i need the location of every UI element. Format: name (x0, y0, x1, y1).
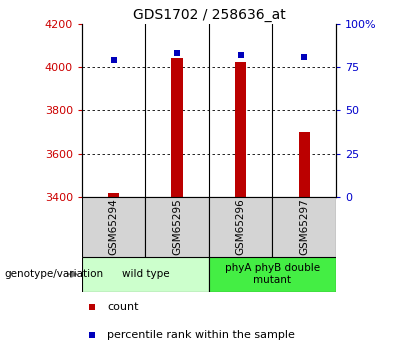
Point (237, 52, 244, 58)
Bar (145, 197, 209, 257)
Text: percentile rank within the sample: percentile rank within the sample (108, 329, 295, 339)
Text: count: count (108, 302, 139, 312)
Text: GSM65296: GSM65296 (236, 198, 246, 255)
Bar (82, 197, 145, 257)
Text: GSM65297: GSM65297 (299, 198, 309, 255)
Bar (299, 132, 310, 197)
Bar (235, 62, 247, 197)
Bar (108, 194, 119, 197)
Bar (209, 197, 273, 257)
Title: GDS1702 / 258636_at: GDS1702 / 258636_at (133, 8, 285, 22)
Point (298, 206, 305, 211)
Point (301, 54, 307, 60)
Bar (209, 257, 336, 292)
Text: phyA phyB double
mutant: phyA phyB double mutant (225, 264, 320, 285)
Text: wild type: wild type (122, 269, 169, 279)
Text: GSM65294: GSM65294 (109, 198, 119, 255)
Point (174, 51, 181, 56)
Bar (82, 257, 209, 292)
Bar (273, 197, 336, 257)
Bar (171, 58, 183, 197)
Text: genotype/variation: genotype/variation (4, 269, 103, 279)
Point (110, 58, 117, 63)
Text: GSM65295: GSM65295 (172, 198, 182, 255)
